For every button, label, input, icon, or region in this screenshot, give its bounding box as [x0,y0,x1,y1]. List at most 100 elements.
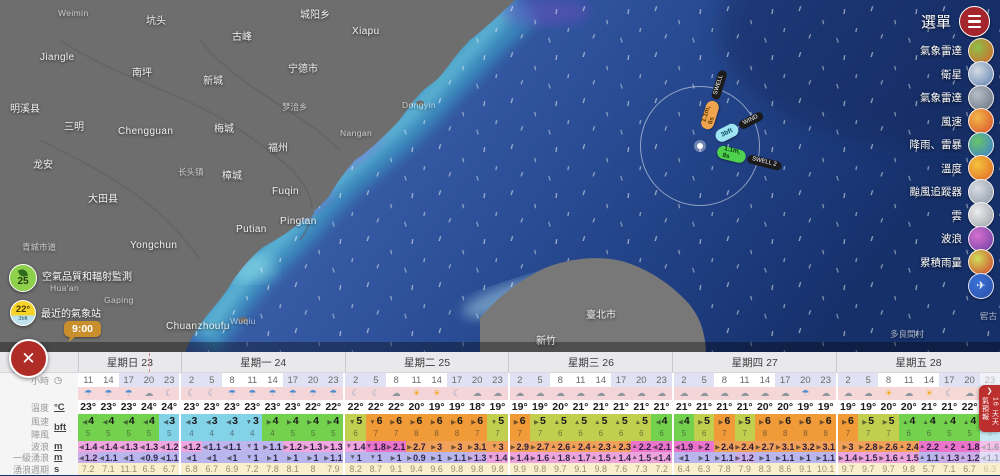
forecast-cell-temps[interactable]: 19° [507,400,530,414]
forecast-cell-temps[interactable]: 21° [921,401,937,413]
forecast-cell-hours[interactable]: 8 [557,374,563,386]
forecast-cell-swell[interactable]: ▶ 1.4 [507,452,530,463]
weather-icon-rain[interactable]: ☂ [329,388,338,398]
forecast-cell-swell[interactable]: ▶ 1 [302,452,324,463]
forecast-cell-period[interactable]: 6.7 [205,464,218,474]
weather-icon-night[interactable]: ☾ [165,388,174,398]
forecast-cell-swell[interactable]: ▼ 1 [242,452,263,463]
forecast-cell-swell[interactable]: ▶ 1.6 [529,452,551,463]
sidebar-item-flights[interactable]: ✈ [910,272,994,299]
weather-icon-cloud[interactable]: ☁ [863,388,873,398]
forecast-cell-hours[interactable]: 14 [923,374,935,386]
forecast-cell-wind[interactable]: ▲4 5 [959,414,980,441]
forecast-cell-temps[interactable]: 23° [179,400,201,414]
forecast-cell-period[interactable]: 10.1 [816,464,835,474]
forecast-cell-hours[interactable]: 17 [446,373,468,387]
forecast-cell-period[interactable]: 9.8 [450,464,464,474]
weather-icon-night[interactable]: ☾ [179,387,201,400]
weather-icon-rain[interactable]: ☂ [104,388,113,398]
weather-icon-cloud[interactable]: ☁ [904,388,914,398]
weather-icon-night[interactable]: ☾ [452,388,461,398]
forecast-cell-waves[interactable]: ▶ 1.3 [302,441,324,452]
weather-icon-cloud[interactable]: ☁ [760,388,770,398]
forecast-cell-hours[interactable]: 17 [282,373,303,387]
weather-icon-night[interactable]: ☾ [945,388,954,398]
forecast-cell-swell[interactable]: ▶ 1.1 [446,452,468,463]
forecast-cell-waves[interactable]: ▲ 2 [939,441,960,452]
forecast-cell-waves[interactable]: ▲ 2.3 [590,441,611,452]
forecast-cell-swell[interactable]: ▲ 1.3 [939,452,960,463]
forecast-cell-period[interactable]: 8.7 [369,464,383,474]
forecast-cell-wind[interactable]: ◀4 6 [651,414,672,441]
forecast-cell-wind[interactable]: ▶5 7 [529,414,551,441]
forecast-cell-temps[interactable]: 21° [671,400,694,414]
forecast-cell-temps[interactable]: 19° [797,401,814,413]
sidebar-item-accumulated-rain[interactable]: 累積雨量 [910,249,994,275]
forecast-cell-swell[interactable]: ▲ 1.1 [918,452,940,463]
weather-icon-cloud[interactable]: ☁ [507,387,530,400]
forecast-cell-period[interactable]: 9.1 [389,464,403,474]
extended-forecast-button[interactable]: ❯ 16 天天氣預報 [979,385,1000,432]
forecast-cell-hours[interactable]: 2 [343,373,366,387]
forecast-cell-period[interactable]: 9.8 [491,464,504,474]
forecast-cell-hours[interactable]: 14 [759,374,771,386]
forecast-cell-swell[interactable]: ◀ 1 [118,452,139,463]
weather-icon-cloud[interactable]: ☁ [596,388,606,398]
forecast-cell-hours[interactable]: 11 [411,374,422,386]
forecast-cell-waves[interactable]: ▶ 2.4 [714,441,735,452]
day-header[interactable]: 星期三 26 [508,352,672,372]
forecast-cell-period[interactable]: 6.7 [162,464,176,474]
forecast-cell-temps[interactable]: 23° [120,401,137,413]
forecast-cell-waves[interactable]: ◀ 1.3 [138,441,160,452]
forecast-cell-temps[interactable]: 23° [224,401,240,413]
forecast-cell-temps[interactable]: 20° [408,401,425,413]
forecast-cell-wind[interactable]: ▼5 6 [343,414,366,441]
sidebar-item-weather-radar-2[interactable]: 氣象雷達 [910,84,994,111]
forecast-cell-period[interactable]: 7.8 [266,464,279,474]
forecast-cell-hours[interactable]: 17 [118,373,139,387]
forecast-cell-waves[interactable]: ▶ 2.7 [529,441,551,452]
forecast-cell-temps[interactable]: 21° [572,401,589,413]
forecast-cell-hours[interactable]: 20 [959,373,980,387]
forecast-cell-period[interactable]: 9.1 [799,464,812,474]
forecast-cell-hours[interactable]: 11 [575,374,586,386]
forecast-cell-waves[interactable]: ▶ 3 [835,441,859,452]
day-header[interactable]: 星期四 27 [672,352,836,372]
weather-icon-cloud[interactable]: ☁ [719,388,729,398]
forecast-cell-wind[interactable]: ▲4 5 [939,414,960,441]
weather-icon-cloud[interactable]: ☁ [555,388,565,398]
forecast-cell-wind[interactable]: ▶6 7 [714,414,735,441]
forecast-cell-swell[interactable]: ◀ 0.9 [138,452,160,463]
forecast-cell-temps[interactable]: 23° [203,401,220,413]
forecast-cell-waves[interactable]: ▶ 2 [693,441,715,452]
forecast-cell-swell[interactable]: ◀ 1 [201,452,222,463]
forecast-cell-swell[interactable]: ▶ 1.2 [734,452,755,463]
forecast-cell-period[interactable]: 7.1 [943,464,956,474]
forecast-cell-period[interactable]: 9.8 [533,464,547,474]
forecast-cell-wind[interactable]: ▶6 8 [446,414,468,441]
forecast-cell-temps[interactable]: 23° [100,401,117,413]
forecast-cell-waves[interactable]: ▶ 1.1 [262,441,283,452]
forecast-cell-swell[interactable]: ▶ 1.1 [815,452,836,463]
forecast-cell-wind[interactable]: ◀3 4 [179,414,202,441]
forecast-cell-swell[interactable]: ▶ 1 [282,452,303,463]
forecast-cell-wind[interactable]: ▲4 6 [898,414,919,441]
forecast-cell-waves[interactable]: ◀ 1.1 [221,441,243,452]
forecast-cell-hours[interactable]: 8 [885,374,892,386]
weather-icon-cloud[interactable]: ☁ [144,388,154,398]
forecast-cell-hours[interactable]: 23 [487,373,508,387]
forecast-cell-hours[interactable]: 11 [247,374,258,386]
forecast-cell-temps[interactable]: 21° [633,401,650,413]
forecast-cell-wind[interactable]: ▶4 4 [262,414,283,441]
forecast-cell-period[interactable]: 7.8 [718,464,731,474]
forecast-cell-hours[interactable]: 14 [103,374,114,386]
weather-icon-rain[interactable]: ☂ [268,388,277,398]
weather-station-badge[interactable]: 22° 3bft [10,300,36,326]
forecast-cell-period[interactable]: 7.9 [738,464,751,474]
weather-icon-rain[interactable]: ☂ [309,388,318,398]
day-header[interactable]: 星期二 25 [344,352,509,372]
forecast-cell-period[interactable]: 5.7 [922,464,936,474]
forecast-cell-swell[interactable]: ▶ 1.5 [858,452,879,463]
temp-unit[interactable]: °C [54,401,65,413]
